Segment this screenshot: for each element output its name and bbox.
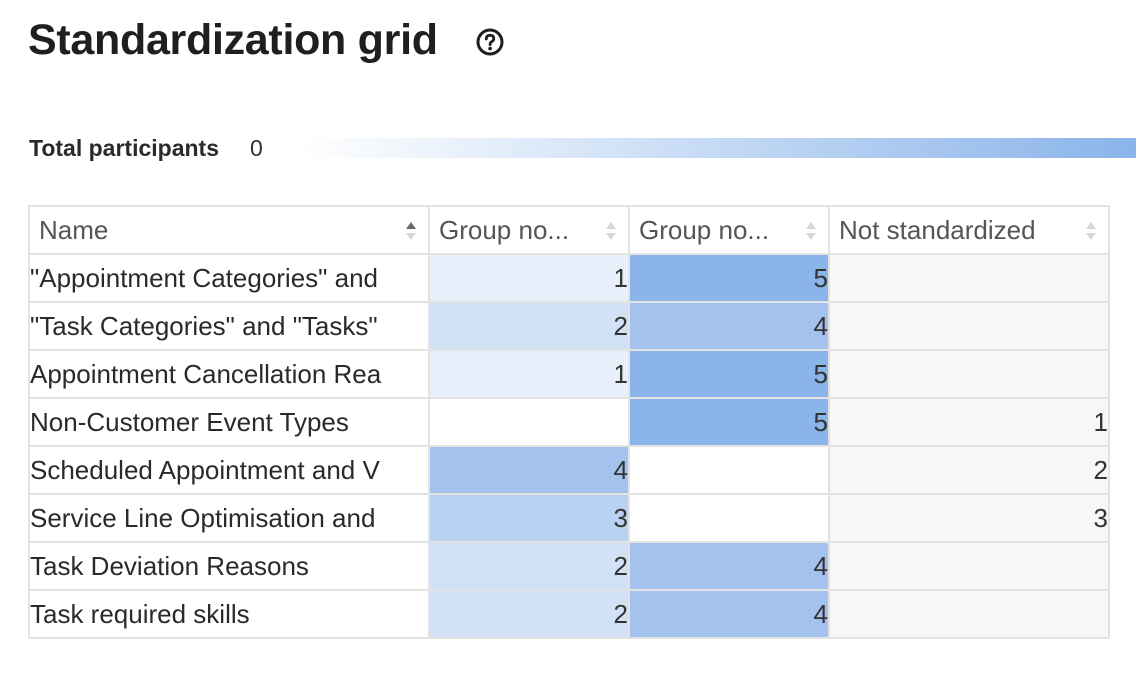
question-circle-icon[interactable] (476, 28, 504, 56)
not-standardized-cell: 1 (828, 397, 1110, 447)
total-participants-value: 0 (250, 134, 263, 161)
group-1-cell (428, 397, 630, 447)
row-name: "Task Categories" and "Tasks" (28, 301, 430, 351)
column-header-name[interactable]: Name (28, 205, 430, 255)
column-header-label: Group no... (639, 214, 770, 245)
total-participants-label: Total participants (29, 134, 219, 161)
sort-ascending-icon[interactable] (405, 218, 417, 244)
not-standardized-cell (828, 541, 1110, 591)
page-title: Standardization grid (28, 16, 438, 64)
group-1-cell: 2 (428, 589, 630, 639)
group-2-cell: 4 (628, 301, 830, 351)
table-row[interactable]: Appointment Cancellation Rea 1 5 (28, 349, 1110, 399)
row-name: Appointment Cancellation Rea (28, 349, 430, 399)
column-header-group-1[interactable]: Group no... (428, 205, 630, 255)
not-standardized-cell (828, 301, 1110, 351)
page-header: Standardization grid (28, 14, 504, 66)
group-2-cell: 5 (628, 253, 830, 303)
group-2-cell: 5 (628, 349, 830, 399)
column-header-label: Not standardized (839, 214, 1036, 245)
row-name: "Appointment Categories" and (28, 253, 430, 303)
group-1-cell: 1 (428, 349, 630, 399)
not-standardized-cell: 2 (828, 445, 1110, 495)
group-1-cell: 4 (428, 445, 630, 495)
group-2-cell: 5 (628, 397, 830, 447)
row-name: Task required skills (28, 589, 430, 639)
group-2-cell (628, 445, 830, 495)
row-name: Scheduled Appointment and V (28, 445, 430, 495)
column-header-group-2[interactable]: Group no... (628, 205, 830, 255)
table-row[interactable]: "Task Categories" and "Tasks" 2 4 (28, 301, 1110, 351)
table-header-row: Name Group no... Group no... (28, 205, 1110, 255)
group-2-cell: 4 (628, 589, 830, 639)
row-name: Task Deviation Reasons (28, 541, 430, 591)
group-2-cell (628, 493, 830, 543)
sort-icon[interactable] (605, 218, 617, 244)
group-1-cell: 2 (428, 541, 630, 591)
table-row[interactable]: Task required skills 2 4 (28, 589, 1110, 639)
group-1-cell: 3 (428, 493, 630, 543)
table-row[interactable]: Service Line Optimisation and 3 3 (28, 493, 1110, 543)
not-standardized-cell (828, 253, 1110, 303)
not-standardized-cell (828, 589, 1110, 639)
group-1-cell: 1 (428, 253, 630, 303)
table-row[interactable]: Task Deviation Reasons 2 4 (28, 541, 1110, 591)
table-row[interactable]: "Appointment Categories" and 1 5 (28, 253, 1110, 303)
column-header-not-standardized[interactable]: Not standardized (828, 205, 1110, 255)
sort-icon[interactable] (1085, 218, 1097, 244)
table-row[interactable]: Scheduled Appointment and V 4 2 (28, 445, 1110, 495)
standardization-table: Name Group no... Group no... (28, 205, 1110, 639)
group-1-cell: 2 (428, 301, 630, 351)
participants-bar (300, 138, 1136, 158)
row-name: Service Line Optimisation and (28, 493, 430, 543)
group-2-cell: 4 (628, 541, 830, 591)
row-name: Non-Customer Event Types (28, 397, 430, 447)
sort-icon[interactable] (805, 218, 817, 244)
not-standardized-cell: 3 (828, 493, 1110, 543)
not-standardized-cell (828, 349, 1110, 399)
total-participants: Total participants 0 (29, 130, 263, 166)
table-row[interactable]: Non-Customer Event Types 5 1 (28, 397, 1110, 447)
column-header-label: Group no... (439, 214, 570, 245)
column-header-label: Name (39, 214, 109, 245)
